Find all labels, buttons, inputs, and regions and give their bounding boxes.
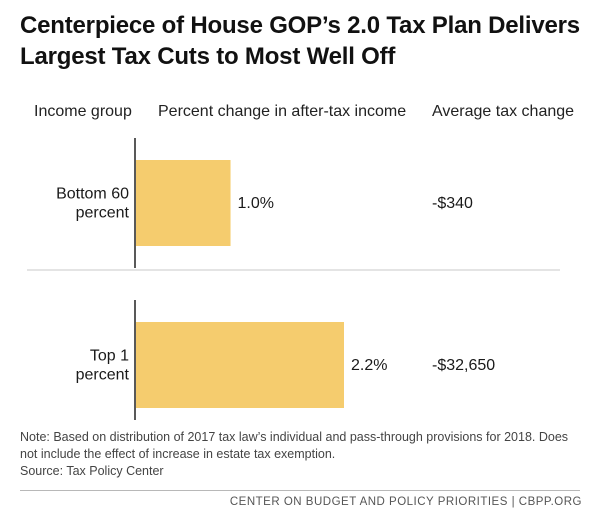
- category-label: Top 1: [90, 348, 129, 365]
- category-label: Bottom 60: [56, 186, 129, 203]
- column-header-percent-change: Percent change in after-tax income: [158, 103, 407, 120]
- chart-source: Source: Tax Policy Center: [20, 464, 164, 478]
- value-label: 2.2%: [351, 357, 387, 374]
- chart-title: Centerpiece of House GOP’s 2.0 Tax Plan …: [20, 12, 580, 70]
- column-header-average-tax-change: Average tax change: [432, 103, 575, 120]
- bar: [136, 322, 344, 408]
- category-label: percent: [76, 367, 130, 384]
- average-tax-change: -$340: [432, 195, 473, 212]
- footer-credit: CENTER ON BUDGET AND POLICY PRIORITIES |…: [229, 496, 582, 508]
- column-header-income-group: Income group: [34, 103, 132, 120]
- category-label: percent: [76, 205, 130, 222]
- footer-divider: [20, 490, 580, 491]
- chart-note: Note: Based on distribution of 2017 tax …: [20, 430, 569, 461]
- value-label: 1.0%: [238, 195, 274, 212]
- average-tax-change: -$32,650: [432, 357, 495, 374]
- bar-chart: Bottom 60 percent 1.0% -$340 Top 1 percent 2.2…: [27, 138, 560, 420]
- bar: [136, 160, 231, 246]
